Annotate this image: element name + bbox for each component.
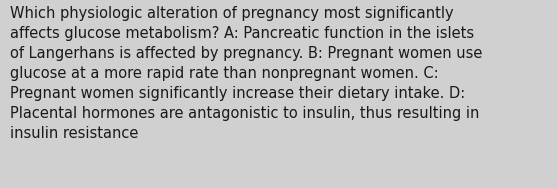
Text: Which physiologic alteration of pregnancy most significantly
affects glucose met: Which physiologic alteration of pregnanc… bbox=[10, 6, 483, 141]
